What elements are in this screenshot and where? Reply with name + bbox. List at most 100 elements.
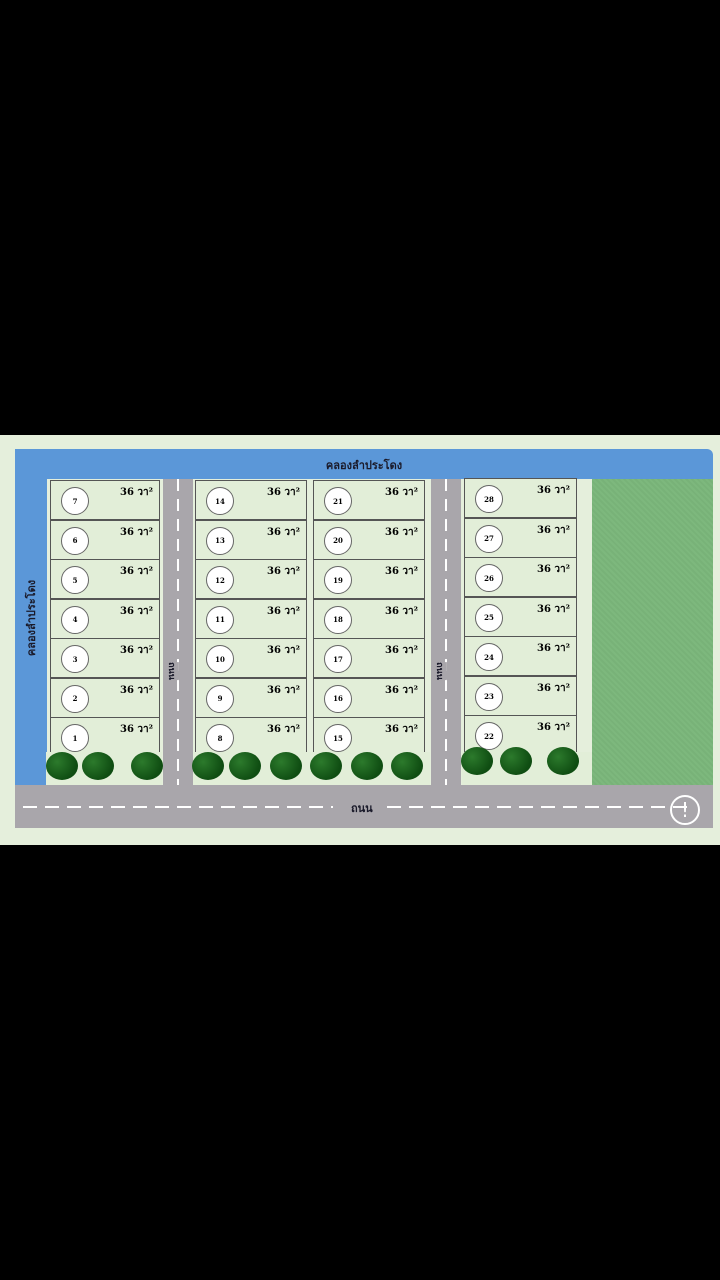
plot-number: 8	[206, 724, 234, 752]
plot[interactable]: 9 36 วา²	[195, 677, 307, 718]
plot[interactable]: 14 36 วา²	[195, 480, 307, 520]
plot[interactable]: 5 36 วา²	[50, 559, 160, 599]
plot-number: 6	[61, 526, 89, 555]
plot-number: 22	[475, 722, 503, 750]
canal-top: คลองลำประโดง	[15, 449, 713, 479]
plot-area: 36 วา²	[266, 724, 300, 735]
plot-number: 4	[61, 605, 89, 634]
plot-area: 36 วา²	[119, 724, 153, 735]
plot-number: 7	[61, 487, 89, 515]
plot[interactable]: 8 36 วา²	[195, 717, 307, 757]
plot[interactable]: 24 36 วา²	[464, 636, 577, 676]
main-road-label: ถนน	[351, 802, 373, 815]
side-road-1-label: ถนน	[164, 662, 179, 680]
info-button[interactable]: !	[670, 795, 700, 825]
plot-number: 17	[324, 645, 352, 673]
tree-icon	[500, 747, 532, 775]
tree-icon	[461, 747, 493, 775]
plot-area: 36 วา²	[119, 645, 153, 656]
plot[interactable]: 13 36 วา²	[195, 519, 307, 560]
plot-area: 36 วา²	[119, 526, 153, 538]
green-field	[592, 479, 713, 785]
plot[interactable]: 27 36 วา²	[464, 517, 577, 558]
plot[interactable]: 4 36 วา²	[50, 598, 160, 639]
plot-number: 13	[206, 526, 234, 555]
plot[interactable]: 16 36 วา²	[313, 677, 425, 718]
plot-number: 25	[475, 603, 503, 632]
plot-area: 36 วา²	[384, 526, 418, 538]
plot-area: 36 วา²	[266, 487, 300, 498]
plot-area: 36 วา²	[384, 487, 418, 498]
plot-area: 36 วา²	[536, 524, 570, 536]
plot[interactable]: 28 36 วา²	[464, 478, 577, 518]
plot[interactable]: 26 36 วา²	[464, 557, 577, 597]
plot-number: 15	[324, 724, 352, 752]
plot[interactable]: 25 36 วา²	[464, 596, 577, 637]
plot[interactable]: 6 36 วา²	[50, 519, 160, 560]
tree-icon	[310, 752, 342, 780]
plot-area: 36 วา²	[266, 684, 300, 696]
side-road-2-label: ถนน	[432, 662, 447, 680]
plot-number: 3	[61, 645, 89, 673]
plot-area: 36 วา²	[536, 603, 570, 615]
plot-number: 2	[61, 684, 89, 713]
plot-number: 14	[206, 487, 234, 515]
plot-area: 36 วา²	[536, 643, 570, 654]
plot-number: 11	[206, 605, 234, 634]
plot[interactable]: 17 36 วา²	[313, 638, 425, 678]
plot-number: 19	[324, 566, 352, 594]
plot-area: 36 วา²	[384, 724, 418, 735]
plot-number: 9	[206, 684, 234, 713]
tree-icon	[82, 752, 114, 780]
plot[interactable]: 20 36 วา²	[313, 519, 425, 560]
plot-area: 36 วา²	[266, 645, 300, 656]
side-road-1: ถนน	[163, 479, 193, 785]
plot[interactable]: 18 36 วา²	[313, 598, 425, 639]
plot[interactable]: 7 36 วา²	[50, 480, 160, 520]
plot-area: 36 วา²	[536, 722, 570, 733]
plot-number: 18	[324, 605, 352, 634]
plot-area: 36 วา²	[266, 566, 300, 577]
exclamation-circle-icon: !	[680, 798, 690, 822]
plot-area: 36 วา²	[119, 684, 153, 696]
plot-number: 1	[61, 724, 89, 752]
tree-icon	[229, 752, 261, 780]
plot-area: 36 วา²	[119, 566, 153, 577]
plot[interactable]: 12 36 วา²	[195, 559, 307, 599]
plot-number: 24	[475, 643, 503, 671]
plot-number: 16	[324, 684, 352, 713]
plot-area: 36 วา²	[119, 605, 153, 617]
plot[interactable]: 1 36 วา²	[50, 717, 160, 757]
plot[interactable]: 21 36 วา²	[313, 480, 425, 520]
plot[interactable]: 10 36 วา²	[195, 638, 307, 678]
plot-area: 36 วา²	[384, 566, 418, 577]
plot-number: 28	[475, 485, 503, 513]
tree-icon	[351, 752, 383, 780]
plot-number: 12	[206, 566, 234, 594]
plot[interactable]: 15 36 วา²	[313, 717, 425, 757]
plot-area: 36 วา²	[536, 564, 570, 575]
plot-area: 36 วา²	[266, 526, 300, 538]
plot-number: 20	[324, 526, 352, 555]
plot[interactable]: 23 36 วา²	[464, 675, 577, 716]
plot-area: 36 วา²	[384, 684, 418, 696]
plot[interactable]: 11 36 วา²	[195, 598, 307, 639]
plot-area: 36 วา²	[119, 487, 153, 498]
plot-number: 27	[475, 524, 503, 553]
tree-icon	[46, 752, 78, 780]
plot[interactable]: 3 36 วา²	[50, 638, 160, 678]
plot-number: 23	[475, 682, 503, 711]
plot[interactable]: 19 36 วา²	[313, 559, 425, 599]
canal-left-label: คลองลำประโดง	[25, 579, 38, 657]
plot-area: 36 วา²	[266, 605, 300, 617]
tree-icon	[192, 752, 224, 780]
plot[interactable]: 2 36 วา²	[50, 677, 160, 718]
plot-area: 36 วา²	[536, 485, 570, 496]
tree-icon	[391, 752, 423, 780]
main-road: ถนน	[15, 785, 713, 828]
plot-number: 26	[475, 564, 503, 592]
plot-number: 10	[206, 645, 234, 673]
side-road-2: ถนน	[431, 479, 461, 785]
land-plot-map: คลองลำประโดง คลองลำประโดง ถนน ถนน ถนน 7 3…	[0, 435, 720, 845]
plot-area: 36 วา²	[536, 682, 570, 694]
